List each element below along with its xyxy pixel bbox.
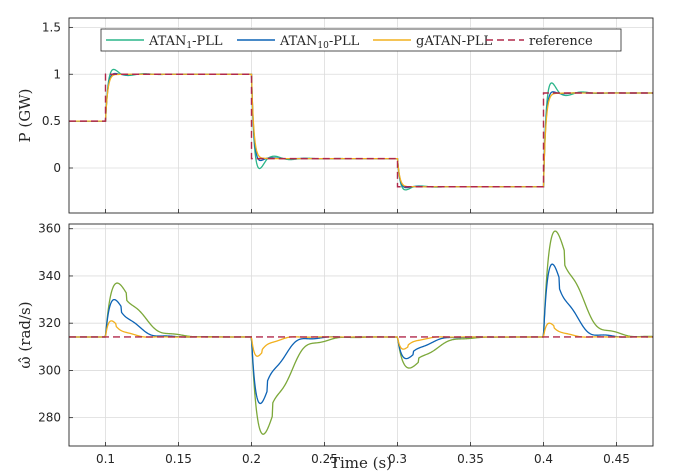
y-tick-label: 320 bbox=[38, 316, 61, 330]
legend-entry: gATAN-PLL bbox=[373, 34, 492, 49]
series-group bbox=[69, 68, 653, 191]
x-tick-label: 0.3 bbox=[388, 452, 407, 466]
x-tick-label: 0.35 bbox=[457, 452, 484, 466]
x-axis-label: Time (s) bbox=[330, 454, 392, 471]
legend-box bbox=[100, 28, 622, 52]
legend-entry: ATAN1-PLL bbox=[106, 34, 223, 51]
x-tick-label: 0.1 bbox=[96, 452, 115, 466]
legend-label: ATAN10-PLL bbox=[279, 34, 360, 51]
x-tick-label: 0.2 bbox=[242, 452, 261, 466]
plot-area bbox=[69, 224, 653, 446]
y-tick-label: 280 bbox=[38, 411, 61, 425]
legend: ATAN1-PLL ATAN10-PLL gATAN-PLL reference bbox=[100, 28, 622, 52]
power-plot: 00.511.5P (GW)ATAN1-PLL ATAN10-PLL gATAN-P… bbox=[16, 17, 654, 214]
legend-label-main: ATAN bbox=[279, 34, 317, 49]
legend-entry: reference bbox=[486, 34, 593, 49]
series-group bbox=[69, 230, 653, 435]
x-tick-label: 0.4 bbox=[534, 452, 553, 466]
legend-label-main: gATAN-PLL bbox=[416, 34, 492, 49]
axes-frame bbox=[68, 223, 654, 447]
legend-label-suffix: -PLL bbox=[192, 34, 223, 49]
x-tick-label: 0.25 bbox=[311, 452, 338, 466]
y-tick-label: 360 bbox=[38, 222, 61, 236]
legend-label-main: reference bbox=[529, 34, 593, 49]
legend-label-main: ATAN bbox=[148, 34, 186, 49]
x-tick-label: 0.15 bbox=[165, 452, 192, 466]
frequency-plot: 0.1 0.15 0.2 0.25 0.3 0.35 0.4 0.45 280 300 320 340… bbox=[16, 222, 654, 471]
legend-label-subscript: 10 bbox=[317, 41, 329, 51]
legend-label: reference bbox=[529, 34, 593, 49]
legend-label-suffix: -PLL bbox=[329, 34, 360, 49]
legend-label: gATAN-PLL bbox=[416, 34, 492, 49]
y-axis-label: ω̂ (rad/s) bbox=[16, 301, 34, 368]
legend-label-subscript: 1 bbox=[186, 41, 192, 51]
legend-label: ATAN1-PLL bbox=[148, 34, 223, 51]
legend-entry: ATAN10-PLL bbox=[237, 34, 360, 51]
axes-frame bbox=[68, 17, 654, 214]
series-line-reference bbox=[69, 73, 653, 188]
y-tick-label: 300 bbox=[38, 363, 61, 377]
y-tick-label: 1.5 bbox=[42, 20, 61, 34]
x-tick-label: 0.45 bbox=[603, 452, 630, 466]
y-axis-label: P (GW) bbox=[16, 89, 34, 143]
y-tick-label: 1 bbox=[53, 67, 61, 81]
y-tick-label: 0.5 bbox=[42, 114, 61, 128]
y-tick-label: 340 bbox=[38, 269, 61, 283]
y-tick-label: 0 bbox=[53, 161, 61, 175]
